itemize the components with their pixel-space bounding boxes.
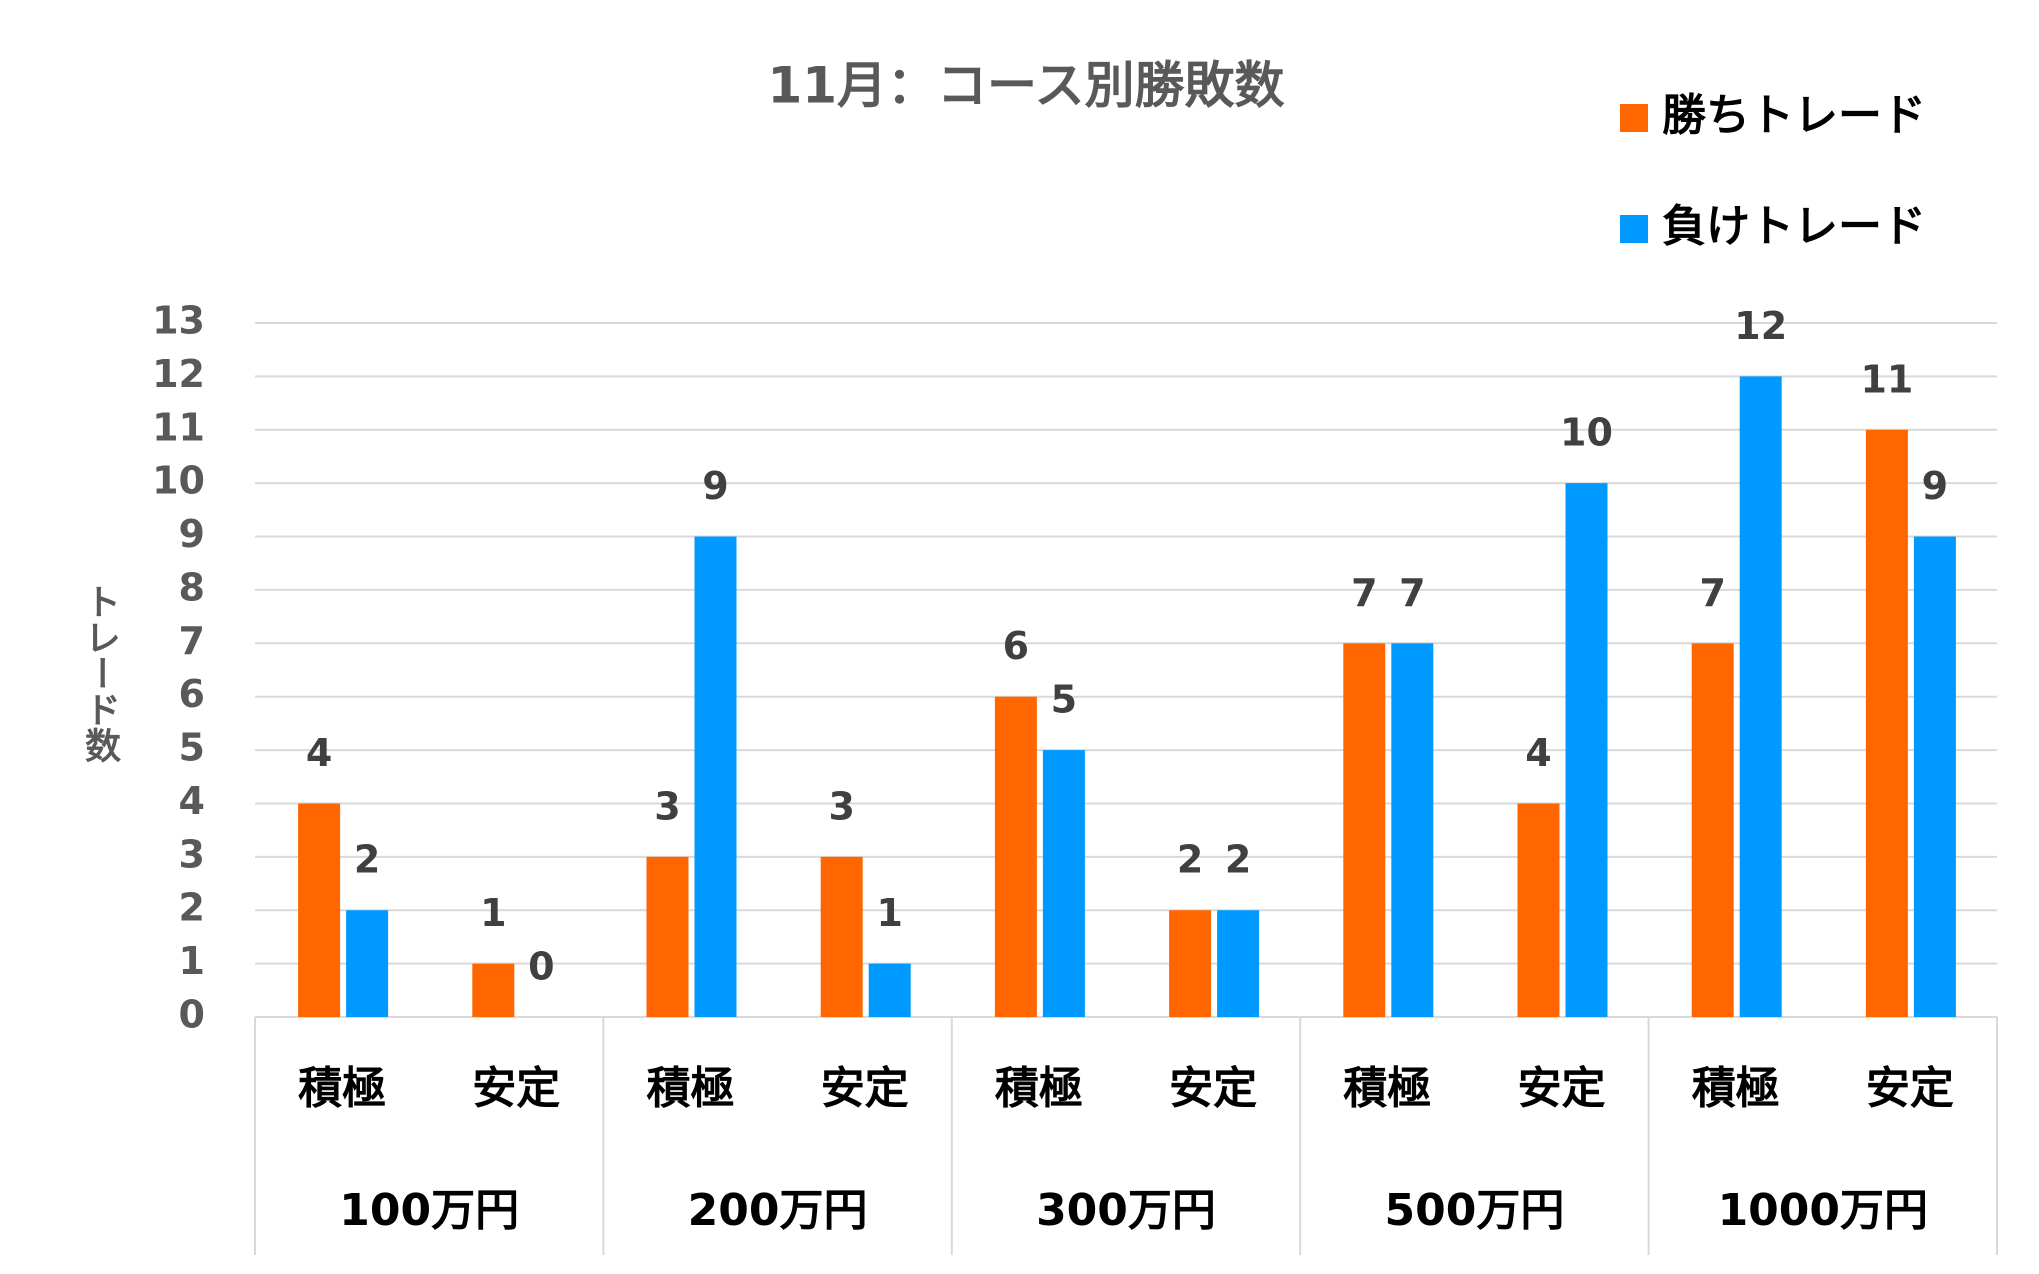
data-label: 7 <box>1351 571 1377 615</box>
x-tick-label: 積極 <box>1343 1063 1431 1114</box>
bar <box>1565 483 1608 1018</box>
data-label: 9 <box>702 464 728 508</box>
data-label: 4 <box>1525 731 1551 775</box>
bar <box>646 856 689 1017</box>
group-label: 300万円 <box>1036 1185 1216 1236</box>
y-tick-label: 4 <box>179 779 205 823</box>
legend-label: 勝ちトレード <box>1662 90 1926 141</box>
x-tick-label: 積極 <box>647 1063 735 1114</box>
x-tick-label: 積極 <box>995 1063 1083 1114</box>
group-label: 1000万円 <box>1718 1185 1928 1236</box>
x-tick-label: 積極 <box>1692 1063 1780 1114</box>
data-label: 7 <box>1699 571 1725 615</box>
y-axis-label: トレード数 <box>79 583 121 763</box>
y-tick-label: 13 <box>152 299 205 343</box>
data-label: 1 <box>480 891 506 935</box>
bar <box>298 803 341 1017</box>
y-tick-label: 9 <box>179 512 205 556</box>
data-label: 5 <box>1051 678 1077 722</box>
y-tick-label: 0 <box>179 993 205 1037</box>
data-label: 12 <box>1734 304 1787 348</box>
y-tick-label: 1 <box>179 939 205 983</box>
bar <box>1042 750 1085 1017</box>
x-tick-label: 安定 <box>1169 1063 1257 1114</box>
data-label: 2 <box>1177 838 1203 882</box>
data-label: 2 <box>354 838 380 882</box>
bar <box>1739 376 1782 1017</box>
data-label: 10 <box>1560 411 1613 455</box>
bar <box>1517 803 1560 1017</box>
legend-swatch <box>1620 215 1648 243</box>
bar <box>1217 910 1260 1017</box>
bar <box>346 910 389 1017</box>
y-tick-label: 12 <box>152 352 205 396</box>
chart-title: 11月：コース別勝敗数 <box>767 57 1284 115</box>
data-label: 1 <box>876 891 902 935</box>
y-tick-label: 5 <box>179 726 205 770</box>
bar <box>1865 429 1908 1017</box>
bar <box>1391 643 1434 1017</box>
legend-swatch <box>1620 104 1648 132</box>
bar <box>820 856 863 1017</box>
y-tick-label: 2 <box>179 886 205 930</box>
data-label: 11 <box>1860 357 1913 401</box>
group-label: 500万円 <box>1384 1185 1564 1236</box>
y-tick-label: 6 <box>179 672 205 716</box>
data-label: 2 <box>1225 838 1251 882</box>
bar <box>1169 910 1212 1017</box>
data-label: 3 <box>654 784 680 828</box>
bar <box>1691 643 1734 1017</box>
x-tick-label: 安定 <box>472 1063 560 1114</box>
data-label: 9 <box>1922 464 1948 508</box>
x-tick-label: 積極 <box>298 1063 386 1114</box>
group-label: 100万円 <box>339 1185 519 1236</box>
y-tick-label: 7 <box>179 619 205 663</box>
x-tick-label: 安定 <box>1518 1063 1606 1114</box>
group-label: 200万円 <box>688 1185 868 1236</box>
data-label: 6 <box>1003 624 1029 668</box>
y-tick-label: 11 <box>152 405 205 449</box>
y-tick-label: 10 <box>152 459 205 503</box>
bar <box>1343 643 1386 1017</box>
y-tick-label: 8 <box>179 565 205 609</box>
data-label: 0 <box>528 945 554 989</box>
x-tick-label: 安定 <box>821 1063 909 1114</box>
data-label: 3 <box>828 784 854 828</box>
data-label: 7 <box>1399 571 1425 615</box>
legend-label: 負けトレード <box>1662 201 1926 252</box>
bar <box>472 963 515 1017</box>
bar <box>868 963 911 1017</box>
data-label: 4 <box>306 731 332 775</box>
bar <box>1913 536 1956 1017</box>
bar <box>694 536 737 1017</box>
y-tick-label: 3 <box>179 832 205 876</box>
x-tick-label: 安定 <box>1866 1063 1954 1114</box>
bar <box>994 696 1037 1017</box>
